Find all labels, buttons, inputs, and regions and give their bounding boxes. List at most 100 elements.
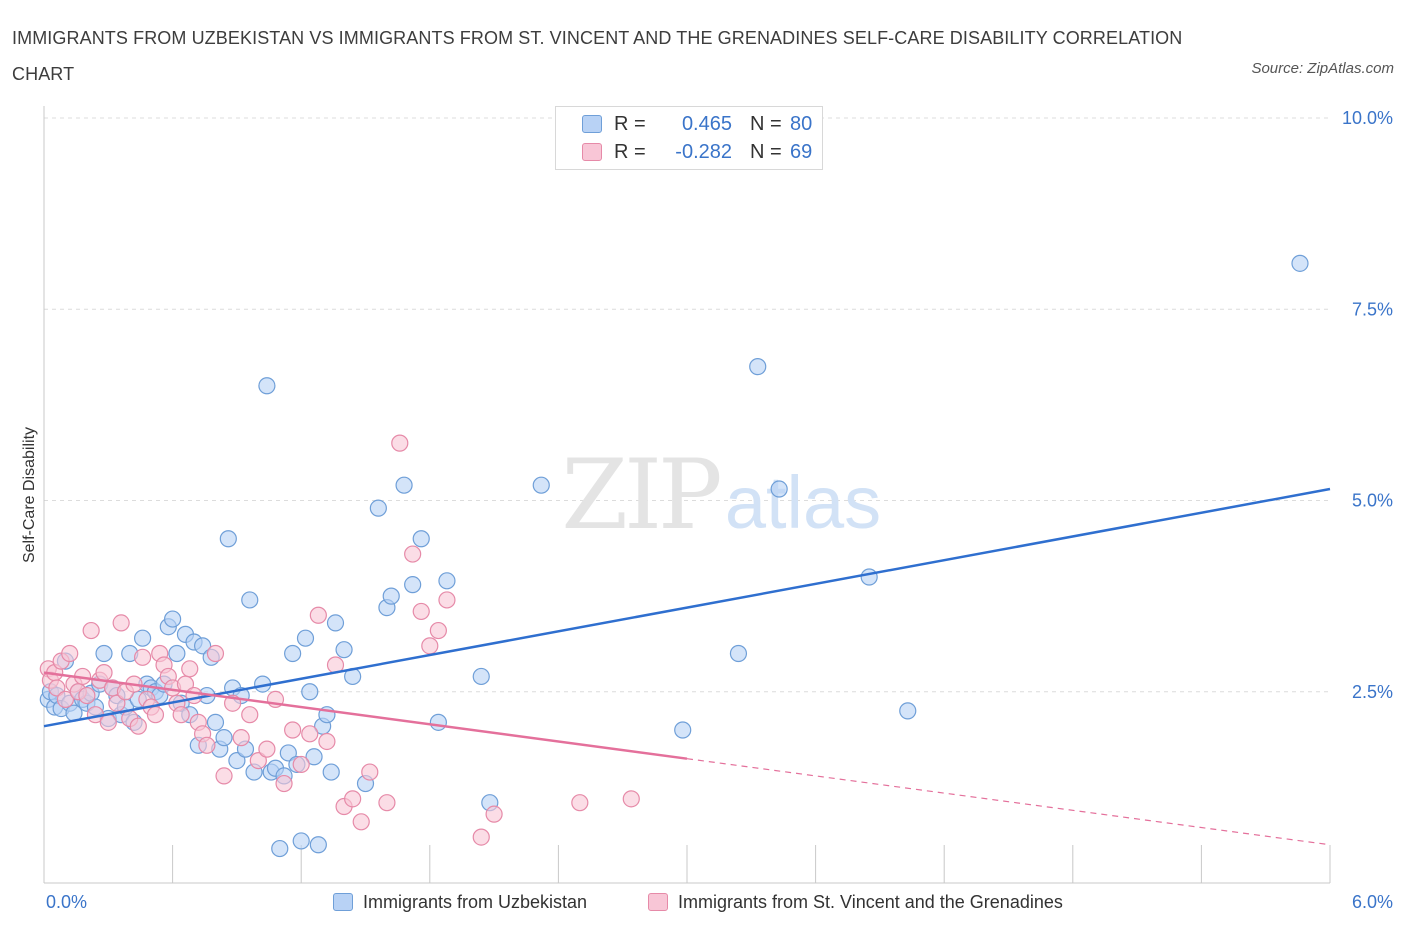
data-point-uzbekistan xyxy=(133,629,152,647)
legend-swatch-pink xyxy=(582,143,602,161)
legend-n-label: N = xyxy=(750,112,782,135)
data-point-st-vincent xyxy=(284,721,302,739)
data-point-st-vincent xyxy=(571,794,589,812)
legend-row-st-vincent: R = -0.282 N = 69 xyxy=(582,140,812,164)
data-point-uzbekistan xyxy=(292,832,310,850)
data-point-uzbekistan xyxy=(369,499,387,517)
data-point-uzbekistan xyxy=(284,644,302,663)
data-point-st-vincent xyxy=(99,713,117,731)
data-point-uzbekistan xyxy=(296,629,315,647)
data-point-st-vincent xyxy=(206,644,225,663)
data-point-st-vincent xyxy=(485,805,503,823)
y-tick-label: 10.0% xyxy=(1342,108,1393,128)
watermark-zip: ZIP xyxy=(561,439,720,551)
data-point-uzbekistan xyxy=(228,751,246,770)
data-point-st-vincent xyxy=(82,621,100,640)
data-point-st-vincent xyxy=(129,717,147,735)
data-point-st-vincent xyxy=(361,763,379,781)
data-point-st-vincent xyxy=(391,434,409,452)
data-point-st-vincent xyxy=(241,706,259,724)
data-point-uzbekistan xyxy=(749,358,767,376)
legend-swatch-pink xyxy=(648,893,668,911)
data-point-st-vincent xyxy=(472,828,490,846)
legend-item-uzbekistan[interactable]: Immigrants from Uzbekistan xyxy=(333,890,587,914)
data-point-uzbekistan xyxy=(532,476,550,494)
data-point-st-vincent xyxy=(185,686,203,705)
data-point-st-vincent xyxy=(48,679,66,697)
data-point-st-vincent xyxy=(258,740,276,758)
legend-label-st-vincent: Immigrants from St. Vincent and the Gren… xyxy=(678,891,1063,912)
legend-swatch-blue xyxy=(582,115,602,133)
data-point-uzbekistan xyxy=(219,530,237,548)
data-point-st-vincent xyxy=(198,736,216,754)
data-point-st-vincent xyxy=(412,602,430,621)
data-point-st-vincent xyxy=(61,644,79,663)
y-tick-label: 2.5% xyxy=(1352,682,1393,702)
data-point-uzbekistan xyxy=(322,763,340,781)
data-point-uzbekistan xyxy=(279,744,297,762)
data-point-uzbekistan xyxy=(1291,254,1309,272)
chart-title: IMMIGRANTS FROM UZBEKISTAN VS IMMIGRANTS… xyxy=(12,28,1183,84)
data-point-uzbekistan xyxy=(472,667,490,686)
data-point-st-vincent xyxy=(249,751,267,770)
data-point-st-vincent xyxy=(429,621,447,640)
data-point-st-vincent xyxy=(378,794,396,812)
data-point-uzbekistan xyxy=(305,748,323,766)
data-point-st-vincent xyxy=(275,774,293,793)
data-point-uzbekistan xyxy=(382,587,400,605)
data-point-uzbekistan xyxy=(395,476,413,494)
data-point-uzbekistan xyxy=(899,702,917,720)
data-point-uzbekistan xyxy=(309,836,327,854)
data-point-uzbekistan xyxy=(429,713,447,731)
data-point-uzbekistan xyxy=(206,713,225,731)
legend-n-value: 80 xyxy=(790,112,813,135)
data-point-uzbekistan xyxy=(674,721,692,739)
legend-row-uzbekistan: R = 0.465 N = 80 xyxy=(582,112,812,136)
data-point-uzbekistan xyxy=(241,591,259,609)
data-point-st-vincent xyxy=(421,637,439,655)
data-point-st-vincent xyxy=(146,706,165,724)
data-point-uzbekistan xyxy=(168,644,186,663)
data-point-st-vincent xyxy=(622,790,640,808)
data-point-st-vincent xyxy=(56,690,75,709)
data-point-st-vincent xyxy=(215,767,233,785)
series-uzbekistan-points xyxy=(39,254,1309,858)
watermark-atlas: atlas xyxy=(725,461,881,544)
legend-label-uzbekistan: Immigrants from Uzbekistan xyxy=(363,891,588,912)
data-point-uzbekistan xyxy=(412,530,430,548)
data-point-uzbekistan xyxy=(770,480,788,498)
data-point-uzbekistan xyxy=(438,572,456,590)
trend-line-uzbekistan xyxy=(43,487,1331,728)
stats-legend: R = 0.465 N = 80 R = -0.282 N = 69 xyxy=(555,106,823,170)
data-point-st-vincent xyxy=(292,755,310,774)
data-point-uzbekistan xyxy=(404,576,422,594)
data-point-st-vincent xyxy=(133,648,152,666)
legend-r-value: -0.282 xyxy=(675,140,732,163)
x-tick-label-min: 0.0% xyxy=(46,892,87,912)
watermark: ZIP atlas xyxy=(561,439,881,551)
data-point-st-vincent xyxy=(78,686,96,705)
data-point-st-vincent xyxy=(344,790,362,808)
data-point-uzbekistan xyxy=(860,568,878,586)
trend-line-st-vincent-extrapolated xyxy=(686,758,1331,846)
data-point-st-vincent xyxy=(438,591,456,609)
data-point-uzbekistan xyxy=(95,644,113,663)
x-tick-label-max: 6.0% xyxy=(1352,892,1393,912)
data-point-uzbekistan xyxy=(729,644,748,663)
data-point-st-vincent xyxy=(404,545,422,563)
data-point-st-vincent xyxy=(95,664,113,682)
data-point-st-vincent xyxy=(172,706,190,724)
data-point-uzbekistan xyxy=(215,729,233,747)
series-st-vincent-points xyxy=(39,434,640,846)
data-point-st-vincent xyxy=(112,614,130,632)
data-point-st-vincent xyxy=(181,660,199,678)
data-point-st-vincent xyxy=(352,813,370,831)
data-point-st-vincent xyxy=(301,725,319,743)
data-point-uzbekistan xyxy=(164,610,182,628)
data-point-st-vincent xyxy=(318,732,336,751)
legend-r-label: R = xyxy=(614,112,646,135)
legend-item-st-vincent[interactable]: Immigrants from St. Vincent and the Gren… xyxy=(648,890,1063,914)
data-point-uzbekistan xyxy=(271,839,289,858)
data-point-uzbekistan xyxy=(194,637,212,655)
legend-swatch-blue xyxy=(333,893,353,911)
